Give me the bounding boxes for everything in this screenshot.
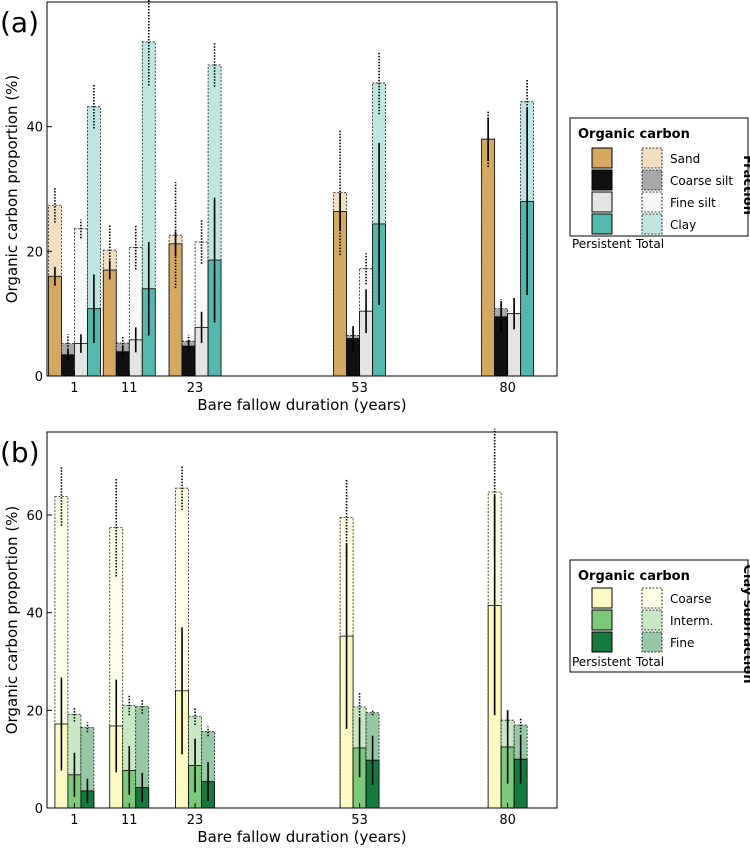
y-tick-label: 20 — [26, 245, 43, 260]
legend-swatch-total — [641, 191, 663, 213]
legend-entry-label: Fine silt — [670, 196, 716, 210]
bar-persistent-sand-11 — [102, 269, 117, 377]
x-axis-label: Bare fallow duration (years) — [197, 396, 406, 414]
legend-entry-label: Sand — [670, 152, 700, 166]
y-tick-label: 0 — [35, 802, 43, 817]
legend-swatch-total — [641, 587, 663, 609]
x-tick-label: 53 — [351, 381, 368, 396]
y-tick-label: 0 — [35, 370, 43, 385]
legend-side-label: Fraction — [740, 155, 750, 215]
legend-swatch-persistent — [591, 191, 613, 213]
x-tick-label: 23 — [187, 381, 204, 396]
y-tick-label: 20 — [26, 704, 43, 719]
legend-swatch-total — [641, 631, 663, 653]
x-tick-label: 23 — [187, 813, 204, 828]
bar-total-fine-1 — [80, 727, 95, 809]
x-tick-label: 80 — [499, 381, 516, 396]
y-axis-label: Organic carbon proportion (%) — [3, 75, 21, 304]
y-tick-label: 40 — [26, 607, 43, 622]
x-tick-label: 1 — [70, 813, 78, 828]
y-tick-label: 60 — [26, 509, 43, 524]
plot-frame — [46, 1, 558, 377]
legend-column-total: Total — [635, 237, 664, 251]
x-tick-label: 11 — [121, 381, 138, 396]
bar-total-fine-11 — [135, 706, 150, 809]
legend-column-persistent: Persistent — [572, 237, 632, 251]
legend-swatch-total — [641, 169, 663, 191]
legend-swatch-persistent — [591, 147, 613, 169]
bar-persistent-sand-80 — [481, 138, 496, 377]
y-tick-label: 40 — [26, 121, 43, 136]
legend-swatch-persistent — [591, 213, 613, 235]
plot-frame — [46, 431, 558, 809]
legend-swatch-total — [641, 213, 663, 235]
legend-entry-label: Clay — [670, 218, 696, 232]
x-axis-label: Bare fallow duration (years) — [197, 828, 406, 846]
x-tick-label: 1 — [70, 381, 78, 396]
bar-persistent-sand-1 — [48, 275, 62, 377]
y-axis-label: Organic carbon proportion (%) — [3, 506, 21, 735]
legend-swatch-persistent — [591, 587, 613, 609]
legend-entry-label: Coarse — [670, 592, 712, 606]
legend-side-label: Clay subfraction — [740, 564, 750, 683]
legend-swatch-persistent — [591, 609, 613, 631]
legend-entry-label: Coarse silt — [670, 174, 733, 188]
legend-swatch-total — [641, 609, 663, 631]
legend-column-persistent: Persistent — [572, 655, 632, 669]
x-tick-label: 80 — [499, 813, 516, 828]
legend-entry-label: Fine — [670, 636, 694, 650]
panel-b-label: (b) — [0, 436, 40, 469]
legend-title: Organic carbon — [578, 569, 690, 584]
panel-a-label: (a) — [0, 6, 39, 39]
bar-total-fine-silt-1 — [74, 228, 88, 377]
legend-swatch-persistent — [591, 169, 613, 191]
legend-swatch-total — [641, 147, 663, 169]
legend-title: Organic carbon — [578, 127, 690, 142]
legend-swatch-persistent — [591, 631, 613, 653]
x-tick-label: 53 — [351, 813, 368, 828]
legend-entry-label: Interm. — [670, 614, 713, 628]
legend-column-total: Total — [635, 655, 664, 669]
x-tick-label: 11 — [121, 813, 138, 828]
